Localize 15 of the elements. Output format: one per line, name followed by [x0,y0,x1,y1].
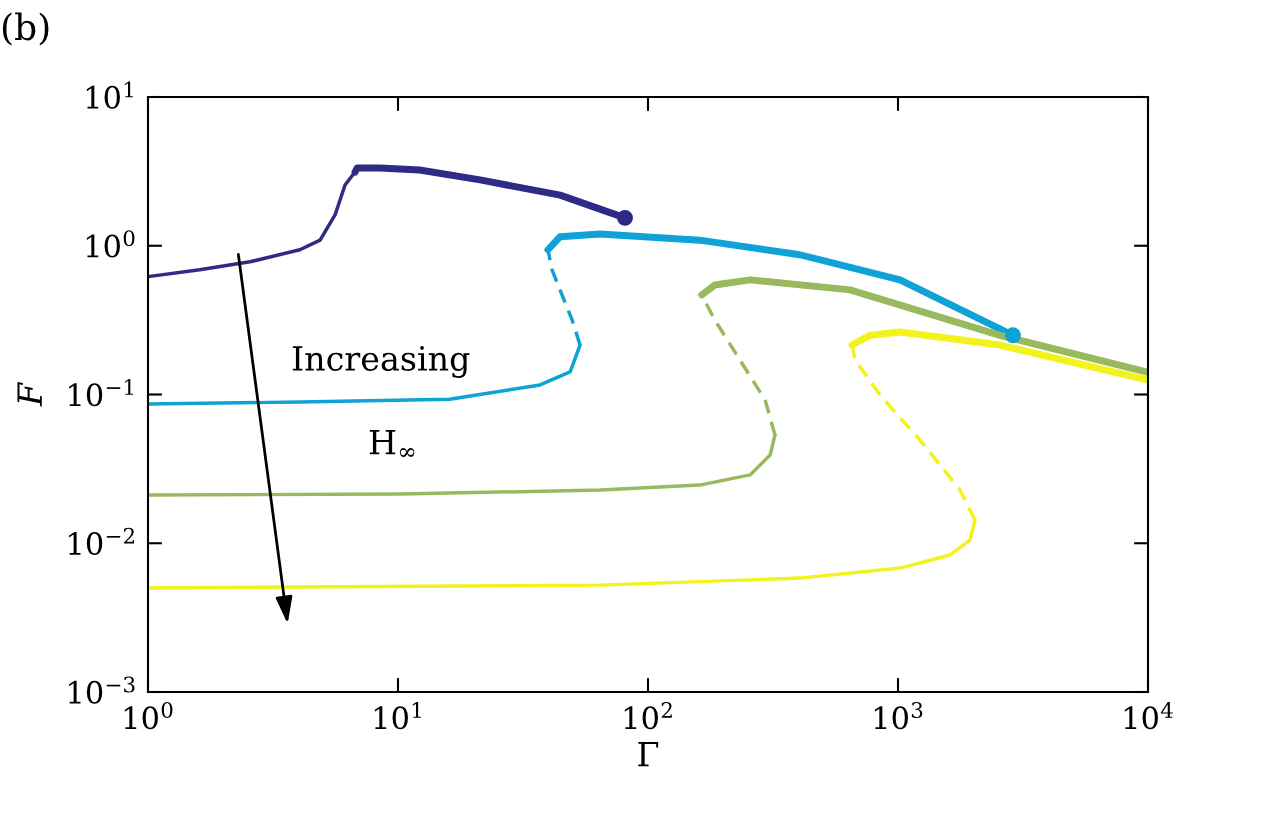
y-tick-label: 10$^{0}$ [86,230,135,258]
y-tick-label: 10$^{−3}$ [69,676,135,704]
y-tick-label: 10$^{1}$ [86,81,133,109]
x-tick-label: 10$^{2}$ [624,701,672,730]
x-tick-label: 10$^{3}$ [874,701,923,730]
y-tick-label: 10$^{−2}$ [69,527,134,556]
x-tick-label: 10$^{0}$ [124,701,173,730]
x-tick-label: 10$^{4}$ [1124,701,1173,730]
annotation: Increasing [292,345,470,378]
y-axis-title: F [17,381,42,407]
text: (b) [2,12,49,46]
x-axis-title: Γ [638,742,659,767]
x-tick-label: 10$^{1}$ [374,701,421,730]
y-tick-label: 10$^{−1}$ [69,378,134,407]
annotation: H$_{∞}$ [369,429,415,457]
